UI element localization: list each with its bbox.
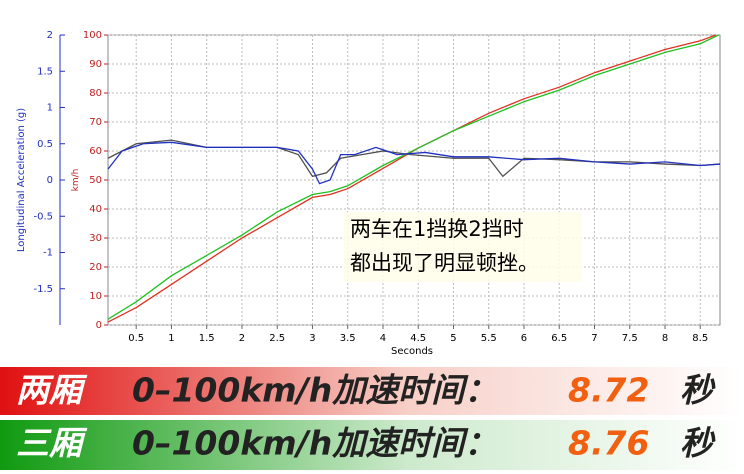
y-tick-label: 1.5 <box>37 66 53 77</box>
x-axis-label: Seconds <box>391 346 433 357</box>
banner-text: 0–100km/h加速时间： <box>132 371 497 410</box>
x-tick-label: 6 <box>521 333 527 344</box>
x-tick-label: 5.5 <box>481 333 497 344</box>
x-tick-label: 0.5 <box>128 333 144 344</box>
banner-unit: 秒 <box>680 424 716 463</box>
x-tick-label: 1 <box>168 333 174 344</box>
banner-label: 两厢 <box>16 371 88 410</box>
y2-tick-label: 0 <box>96 320 102 331</box>
y2-tick-label: 50 <box>89 175 102 186</box>
line-series <box>107 139 721 178</box>
y2-axis-label: km/h <box>71 169 81 192</box>
y2-tick-label: 20 <box>89 262 102 273</box>
y2-tick-label: 100 <box>83 30 102 41</box>
banner-text: 0–100km/h加速时间： <box>132 424 497 463</box>
line-series <box>107 141 721 185</box>
x-tick-label: 8.5 <box>692 333 708 344</box>
y2-tick-label: 10 <box>89 291 102 302</box>
y2-tick-label: 70 <box>89 117 102 128</box>
annotation: 都出现了明显顿挫。 <box>350 251 539 275</box>
y-tick-label: 0.5 <box>37 139 53 150</box>
x-tick-label: 4 <box>380 333 386 344</box>
y-tick-label: 1 <box>47 103 53 114</box>
y2-tick-label: 80 <box>89 88 102 99</box>
banner <box>0 420 744 470</box>
line-series <box>107 34 716 323</box>
y-axis-label: Longitudinal Acceleration (g) <box>16 108 27 252</box>
x-tick-label: 1.5 <box>199 333 215 344</box>
x-tick-label: 5 <box>450 333 456 344</box>
annotation-box <box>344 212 582 282</box>
y2-tick-label: 40 <box>89 204 102 215</box>
x-tick-label: 2.5 <box>269 333 285 344</box>
banner-time: 8.72 <box>568 371 649 410</box>
y-tick-label: -1.5 <box>33 284 53 295</box>
x-tick-label: 7 <box>591 333 597 344</box>
y2-tick-label: 90 <box>89 59 102 70</box>
y-tick-label: -1 <box>43 248 53 259</box>
banner-label: 三厢 <box>16 424 88 463</box>
y2-tick-label: 30 <box>89 233 102 244</box>
line-series <box>107 34 719 320</box>
y-tick-label: 2 <box>47 30 53 41</box>
annotation: 两车在1挡换2挡时 <box>350 217 524 241</box>
y-tick-label: 0 <box>47 175 53 186</box>
x-tick-label: 8 <box>662 333 668 344</box>
banner-unit: 秒 <box>680 371 716 410</box>
x-tick-label: 3.5 <box>340 333 356 344</box>
x-tick-label: 2 <box>239 333 245 344</box>
x-tick-label: 6.5 <box>551 333 567 344</box>
y-tick-label: -0.5 <box>33 211 53 222</box>
x-tick-label: 4.5 <box>410 333 426 344</box>
x-tick-label: 3 <box>309 333 315 344</box>
banner-time: 8.76 <box>568 424 649 463</box>
banner <box>0 367 744 415</box>
x-tick-label: 7.5 <box>622 333 638 344</box>
y2-tick-label: 60 <box>89 146 102 157</box>
